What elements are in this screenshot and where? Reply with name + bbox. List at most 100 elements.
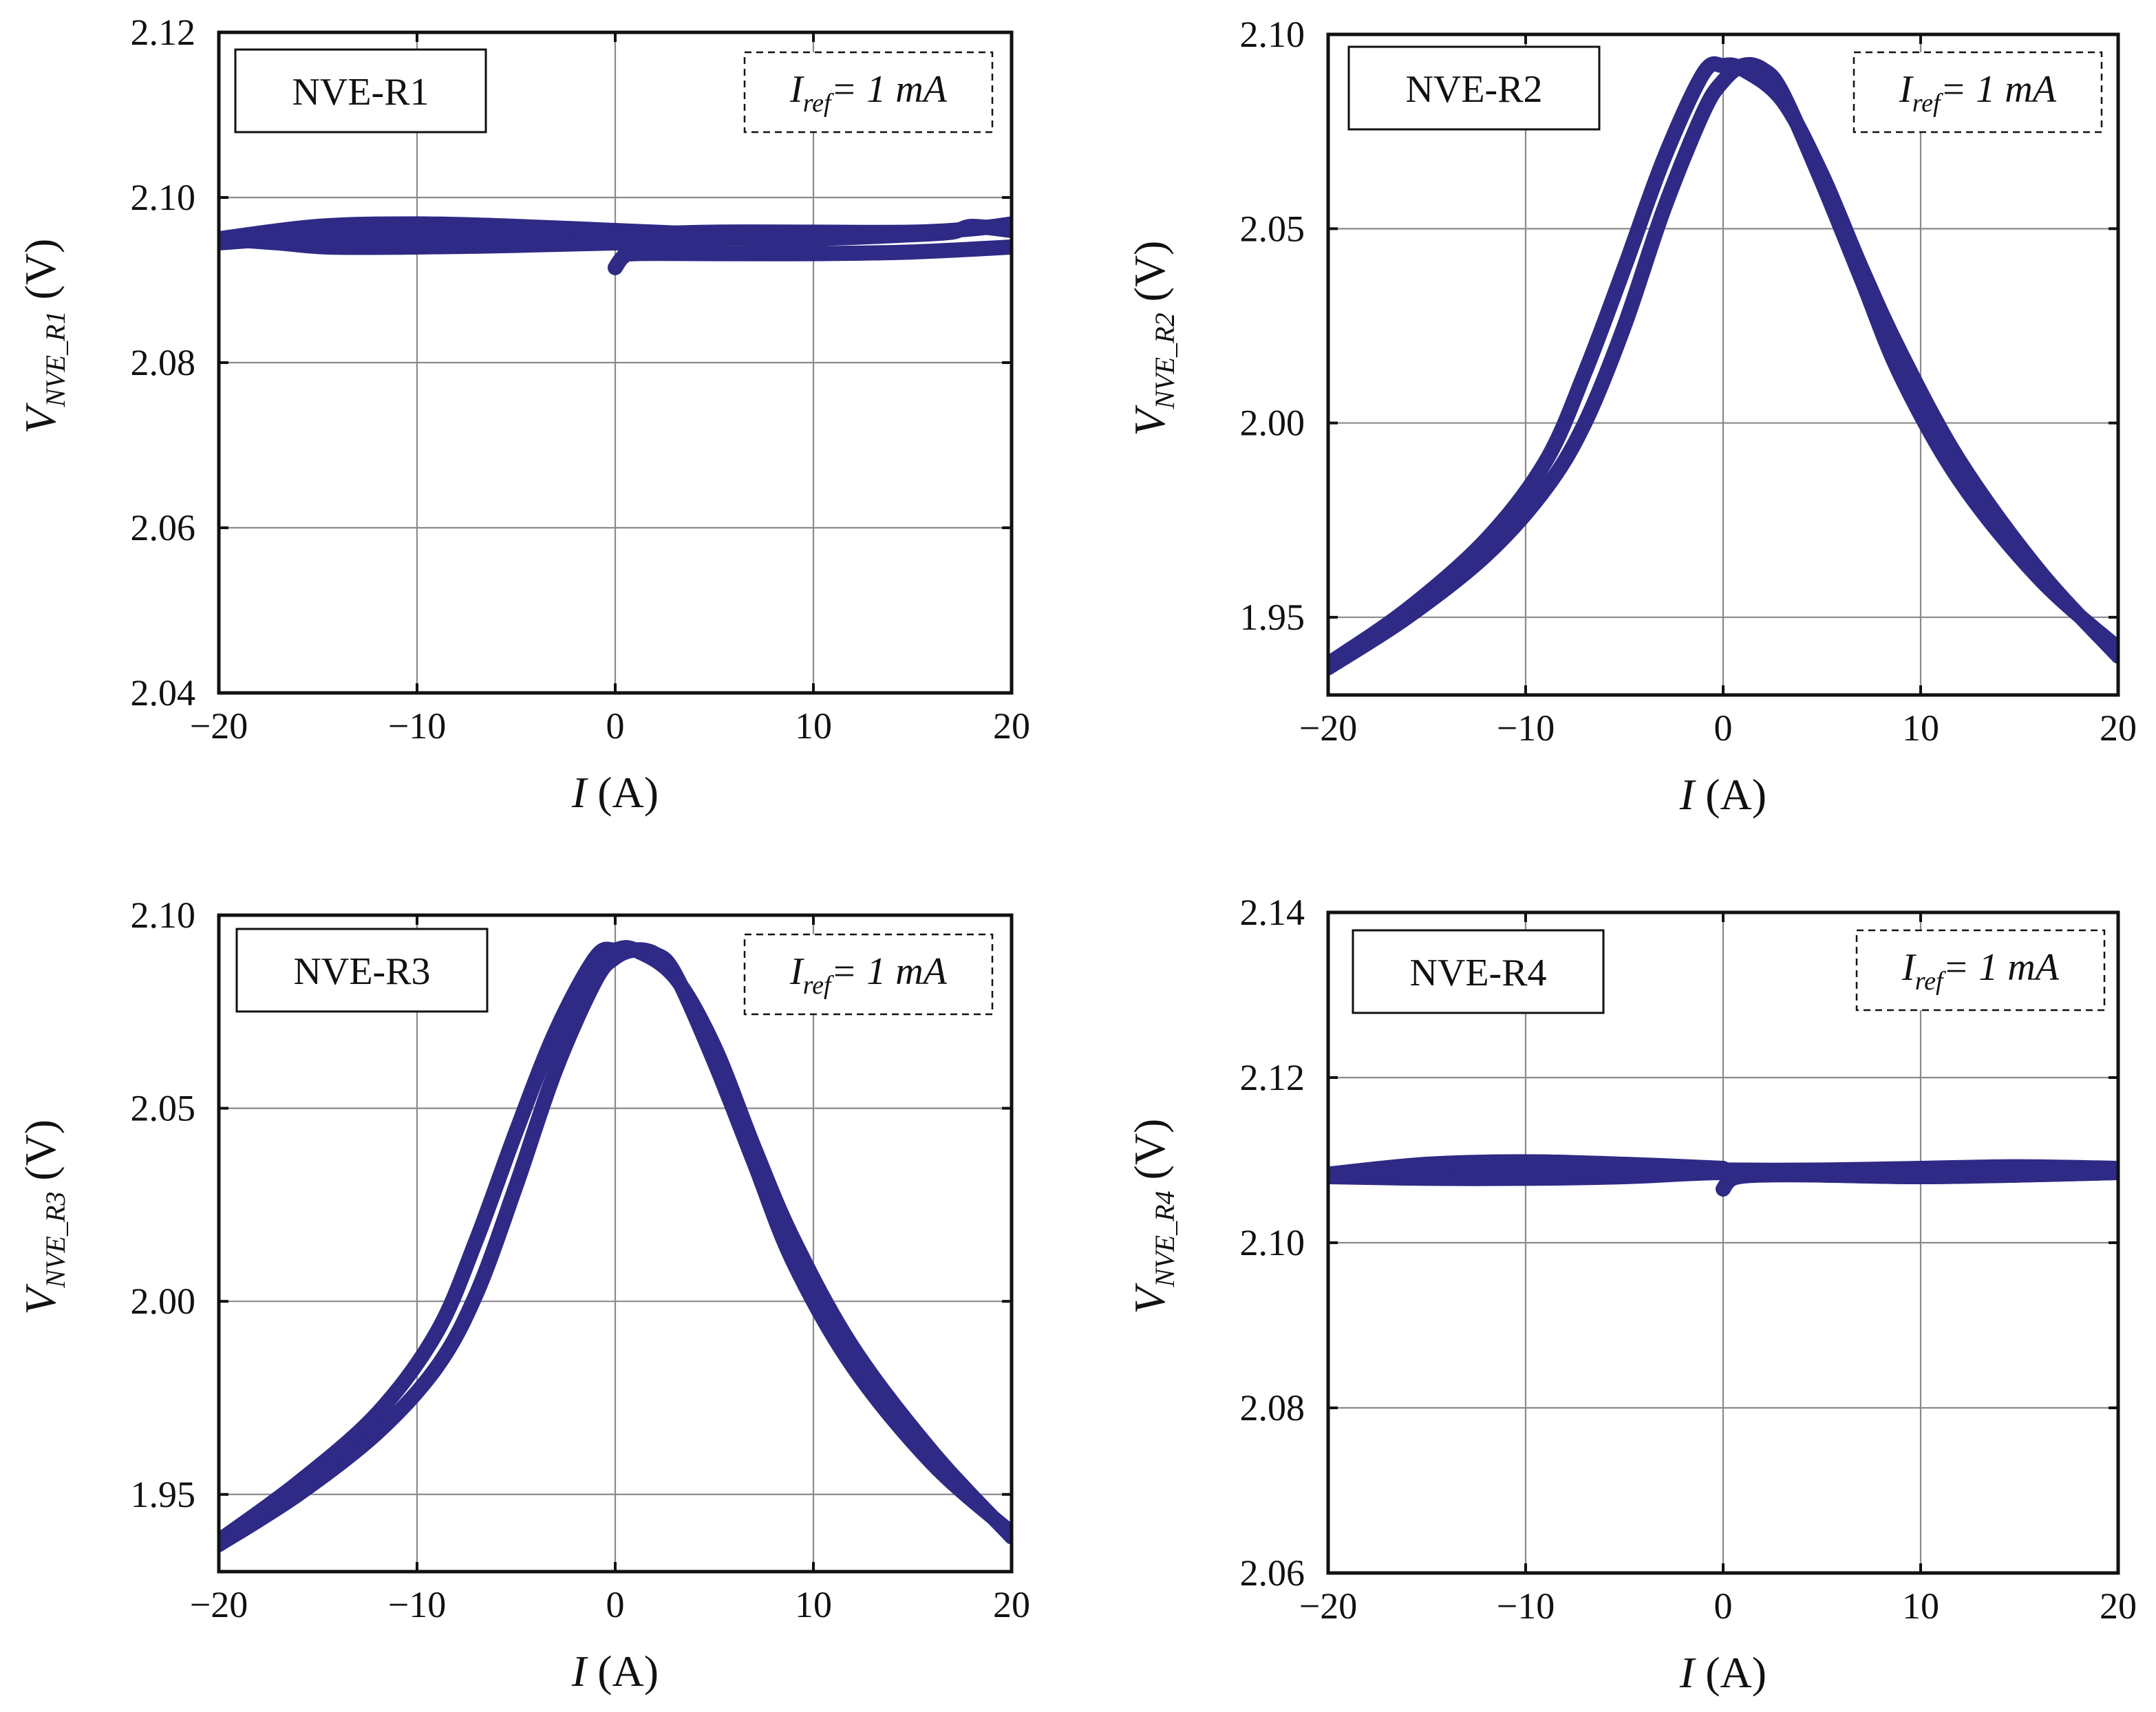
chart-panel-3: −20 −10 0 10 20 1.95 2.00 2.05 2.10 I (A) VNVE_R3 …	[16, 895, 1030, 1695]
series-line-downward-sweep	[1328, 56, 2118, 672]
sensor-tag-label: NVE-R2	[1405, 68, 1542, 111]
x-tick-label: 10	[795, 1584, 832, 1625]
y-tick-label: 2.08	[131, 342, 196, 383]
y-tick-label: 2.14	[1240, 892, 1305, 933]
sensor-tag-box	[234, 48, 487, 133]
x-tick-label: −20	[1299, 707, 1357, 749]
y-axis-subscript: NVE_R1	[40, 310, 71, 407]
y-axis-symbol: V	[1125, 405, 1174, 436]
iref-value: = 1 mA	[831, 950, 948, 993]
y-axis-symbol: V	[16, 403, 65, 434]
y-axis-unit: (V)	[1125, 1119, 1174, 1191]
sensor-tag-box	[235, 928, 489, 1013]
y-axis-subscript: NVE_R2	[1149, 312, 1180, 409]
series-line-left-lobe	[219, 216, 722, 246]
x-tick-label: 20	[993, 1584, 1030, 1625]
y-tick-label: 2.04	[131, 672, 196, 714]
y-tick-label: 2.08	[1240, 1387, 1305, 1429]
y-tick-label: 2.05	[131, 1088, 196, 1129]
iref-annotation-box	[743, 933, 994, 1016]
y-tick-label: 2.05	[1240, 208, 1305, 249]
iref-symbol: I	[1899, 68, 1914, 111]
y-tick-label: 2.06	[1240, 1552, 1305, 1594]
series-group	[219, 940, 1012, 1552]
y-axis-symbol: V	[1125, 1283, 1174, 1314]
x-axis-label: I (A)	[1679, 770, 1767, 819]
x-tick-label: 20	[2100, 1585, 2137, 1627]
x-axis-unit: (A)	[597, 1647, 659, 1695]
chart-panel-4: −20 −10 0 10 202.062.082.102.122.14I (A)VNVE…	[1125, 892, 2137, 1697]
series-line-downward-sweep	[219, 940, 1012, 1549]
iref-symbol: I	[789, 950, 804, 993]
y-tick-label: 1.95	[1240, 597, 1305, 638]
iref-subscript: ref	[1912, 89, 1943, 118]
iref-value: = 1 mA	[1943, 946, 2060, 989]
iref-annotation: Iref= 1 mA	[1901, 946, 2060, 996]
y-axis-label: VNVE_R1 (V)	[16, 239, 71, 434]
x-tick-label: −10	[388, 705, 446, 747]
y-axis-label: VNVE_R2 (V)	[1125, 241, 1180, 436]
iref-value: = 1 mA	[831, 68, 948, 111]
x-tick-label: 10	[1902, 1585, 1939, 1627]
x-tick-label: 0	[606, 1584, 625, 1625]
iref-subscript: ref	[803, 971, 834, 1000]
series-group	[1328, 1154, 2118, 1197]
y-tick-label: 2.12	[131, 12, 196, 53]
x-axis-symbol: I	[1679, 1648, 1705, 1697]
y-tick-label: 2.00	[1240, 403, 1305, 444]
iref-annotation-box	[1855, 929, 2106, 1012]
y-axis-unit: (V)	[1125, 241, 1174, 313]
x-axis-unit: (A)	[597, 768, 659, 817]
x-tick-label: −10	[388, 1584, 446, 1625]
iref-annotation-box	[743, 51, 994, 133]
sensor-tag-label: NVE-R1	[292, 71, 429, 114]
iref-annotation-box	[1853, 51, 2103, 133]
x-tick-label: 0	[1714, 707, 1733, 749]
x-tick-label: 20	[993, 705, 1030, 747]
series-group	[219, 216, 1012, 275]
iref-value: = 1 mA	[1941, 68, 2057, 111]
x-tick-label: −20	[190, 1584, 248, 1625]
chart-panel-1: −20 −10 0 10 202.042.062.082.102.12I (A)VNVE…	[16, 12, 1030, 817]
y-tick-label: 2.10	[131, 895, 196, 936]
sensor-tag-box	[1347, 45, 1601, 131]
iref-annotation: Iref= 1 mA	[789, 950, 948, 1000]
iref-symbol: I	[789, 68, 804, 111]
x-tick-label: 10	[1902, 707, 1939, 749]
iref-annotation: Iref= 1 mA	[789, 68, 948, 118]
x-axis-symbol: I	[571, 1647, 597, 1695]
y-axis-label: VNVE_R4 (V)	[1125, 1119, 1180, 1314]
sensor-tag-label: NVE-R4	[1409, 952, 1546, 994]
y-tick-label: 2.10	[1240, 14, 1305, 55]
series-line-left-lobe	[1328, 1154, 1731, 1182]
x-tick-label: 0	[1714, 1585, 1733, 1627]
y-tick-label: 2.10	[1240, 1222, 1305, 1263]
series-group	[1328, 56, 2118, 676]
y-axis-subscript: NVE_R4	[1149, 1190, 1180, 1287]
y-axis-subscript: NVE_R3	[40, 1192, 71, 1289]
y-axis-unit: (V)	[16, 239, 65, 311]
y-tick-label: 2.06	[131, 507, 196, 548]
sensor-tag-box	[1352, 929, 1605, 1014]
y-tick-label: 1.95	[131, 1474, 196, 1515]
x-axis-unit: (A)	[1705, 770, 1767, 819]
y-axis-unit: (V)	[16, 1120, 65, 1192]
x-axis-label: I (A)	[1679, 1648, 1767, 1697]
x-tick-label: −20	[190, 705, 248, 747]
x-tick-label: 20	[2100, 707, 2137, 749]
x-axis-unit: (A)	[1705, 1648, 1767, 1697]
sensor-tag-label: NVE-R3	[293, 950, 430, 993]
x-axis-label: I (A)	[571, 768, 659, 817]
x-tick-label: 0	[606, 705, 625, 747]
x-axis-symbol: I	[1679, 770, 1705, 819]
x-axis-symbol: I	[571, 768, 597, 817]
x-tick-label: 10	[795, 705, 832, 747]
x-tick-label: −20	[1299, 1585, 1357, 1627]
iref-subscript: ref	[1915, 967, 1946, 996]
iref-annotation: Iref= 1 mA	[1899, 68, 2057, 118]
iref-symbol: I	[1901, 946, 1917, 989]
y-tick-label: 2.00	[131, 1281, 196, 1322]
x-tick-label: −10	[1497, 1585, 1555, 1627]
series-line-return-sweep	[219, 219, 1012, 255]
x-tick-label: −10	[1497, 707, 1555, 749]
